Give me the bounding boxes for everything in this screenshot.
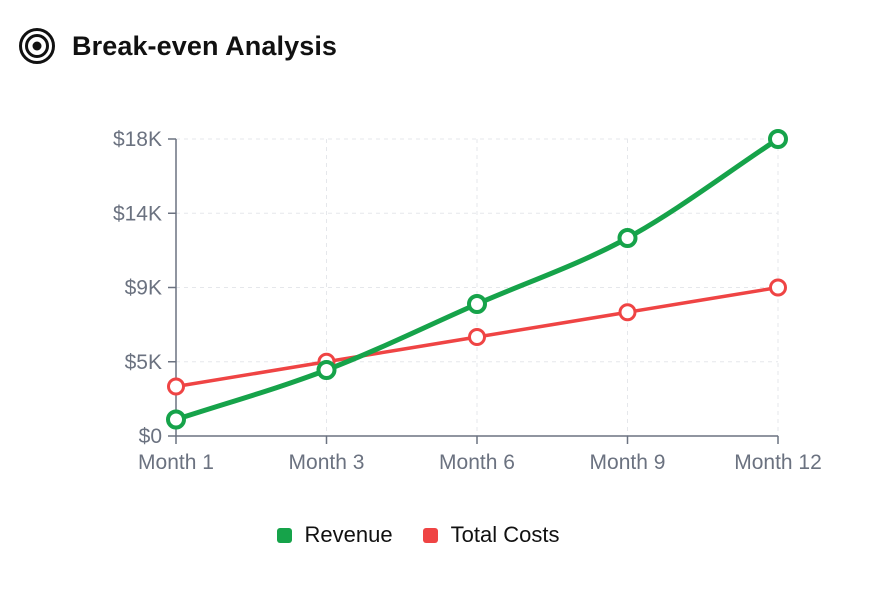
x-tick-label: Month 6 — [439, 451, 515, 474]
series-points — [166, 129, 788, 430]
x-tick-label: Month 12 — [734, 451, 822, 474]
x-tick-label: Month 9 — [590, 451, 666, 474]
y-tick-label: $18K — [113, 128, 162, 151]
data-point-revenue[interactable] — [768, 129, 788, 149]
y-tick-label: $14K — [113, 202, 162, 225]
chart-title: Break-even Analysis — [72, 30, 338, 61]
y-tick-label: $9K — [125, 277, 162, 300]
chart-header: Break-even Analysis — [18, 26, 337, 66]
data-point-total-costs[interactable] — [769, 278, 787, 297]
data-point-revenue[interactable] — [166, 409, 186, 430]
legend-swatch-total-costs — [422, 527, 438, 543]
y-tick-label: $0 — [139, 425, 162, 448]
data-point-revenue[interactable] — [617, 228, 638, 248]
legend-item-revenue[interactable]: Revenue — [276, 522, 393, 548]
y-tick-label: $5K — [125, 351, 162, 374]
target-icon — [19, 28, 55, 64]
legend-label-revenue: Revenue — [304, 522, 393, 547]
legend-item-total-costs[interactable]: Total Costs — [422, 522, 560, 548]
axes: $0 $5K $9K $14K $18K Month 1 Month 3 Month 6 Mon… — [113, 128, 822, 474]
data-point-revenue[interactable] — [316, 360, 337, 380]
data-point-total-costs[interactable] — [167, 377, 185, 396]
x-tick-label: Month 1 — [138, 451, 214, 474]
legend-swatch-revenue — [276, 527, 292, 543]
data-point-revenue[interactable] — [467, 294, 487, 314]
data-point-total-costs[interactable] — [468, 328, 486, 346]
legend-label-total-costs: Total Costs — [450, 522, 560, 547]
legend: Revenue Total Costs — [0, 522, 853, 548]
x-tick-label: Month 3 — [289, 451, 365, 474]
data-point-total-costs[interactable] — [618, 303, 637, 322]
